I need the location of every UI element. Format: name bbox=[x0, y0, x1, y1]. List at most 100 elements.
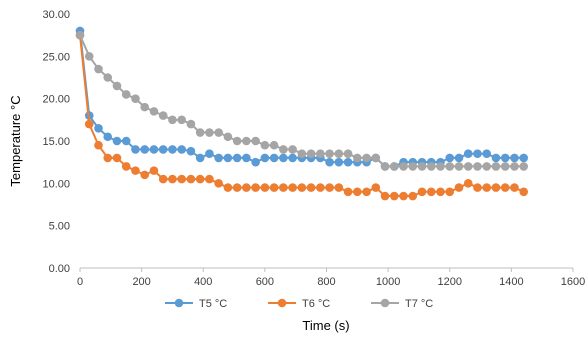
series-1-point bbox=[158, 145, 168, 154]
y-tick-label: 25.00 bbox=[42, 51, 70, 63]
series-3-point bbox=[242, 136, 251, 146]
series-3-point bbox=[482, 162, 492, 171]
series-2-point bbox=[214, 179, 223, 188]
series-1-point bbox=[491, 153, 501, 163]
legend-item: T6 °C bbox=[268, 298, 330, 310]
series-2-point bbox=[417, 187, 427, 197]
series-2-point bbox=[519, 187, 528, 197]
series-1-point bbox=[195, 153, 205, 163]
series-3-point bbox=[491, 162, 501, 171]
series-1-point bbox=[131, 145, 140, 154]
series-1-point bbox=[343, 157, 353, 167]
y-axis-title: Temperature °C bbox=[8, 95, 23, 186]
series-1-point bbox=[454, 153, 464, 163]
series-3-point bbox=[343, 149, 353, 158]
series-3-point bbox=[205, 128, 214, 137]
series-2-point bbox=[158, 174, 168, 184]
series-2-point bbox=[131, 166, 140, 175]
series-3-point bbox=[353, 153, 362, 163]
series-1-point bbox=[168, 145, 177, 154]
x-tick-label: 1000 bbox=[376, 276, 400, 288]
series-3-point bbox=[473, 162, 482, 171]
series-1-point bbox=[482, 149, 492, 158]
series-3-point bbox=[223, 132, 233, 142]
series-3-point bbox=[121, 90, 131, 99]
series-1-point bbox=[140, 145, 150, 154]
series-1-point bbox=[325, 157, 334, 167]
legend-item: T5 °C bbox=[165, 298, 227, 310]
series-2-point bbox=[436, 187, 445, 197]
series-3-point bbox=[177, 115, 186, 125]
series-1-point bbox=[242, 153, 251, 163]
series-3-point bbox=[251, 136, 260, 146]
series-3-point bbox=[463, 162, 473, 171]
series-2-point bbox=[343, 187, 353, 197]
series-3-point bbox=[214, 128, 223, 137]
series-3-point bbox=[362, 153, 371, 163]
series-2-point bbox=[454, 183, 464, 192]
series-1-point bbox=[112, 136, 122, 146]
series-3-point bbox=[269, 140, 279, 150]
series-2-point bbox=[186, 174, 196, 184]
x-tick-label: 1200 bbox=[438, 276, 462, 288]
series-3-point bbox=[408, 162, 418, 171]
legend-label: T5 °C bbox=[199, 298, 227, 310]
series-1-point bbox=[519, 153, 528, 163]
series-1-point bbox=[288, 153, 297, 163]
legend-label: T6 °C bbox=[302, 298, 330, 310]
series-3-point bbox=[334, 149, 344, 158]
series-2-point bbox=[195, 174, 205, 184]
series-3-point bbox=[84, 52, 94, 61]
series-2-point bbox=[473, 183, 482, 192]
series-3-point bbox=[399, 162, 408, 171]
series-3-point bbox=[380, 162, 390, 171]
series-2-point bbox=[279, 183, 288, 192]
series-3-point bbox=[371, 153, 381, 163]
series-2-point bbox=[177, 174, 186, 184]
y-tick-label: 0.00 bbox=[49, 263, 70, 275]
y-tick-label: 10.00 bbox=[42, 178, 70, 190]
series-2-point bbox=[306, 183, 316, 192]
series-3-point bbox=[140, 102, 150, 112]
y-tick-label: 30.00 bbox=[42, 9, 70, 21]
series-2-point bbox=[362, 187, 371, 197]
x-tick-label: 0 bbox=[77, 276, 83, 288]
series-2-point bbox=[269, 183, 279, 192]
series-2-point bbox=[371, 183, 381, 192]
series-3-point bbox=[168, 115, 177, 125]
series-1-point bbox=[214, 153, 223, 163]
series-2-point bbox=[353, 187, 362, 197]
series-3-point bbox=[149, 107, 159, 116]
series-2-point bbox=[260, 183, 270, 192]
series-2-point bbox=[380, 191, 390, 201]
legend: T5 °C T6 °C T7 °C bbox=[165, 298, 433, 310]
series-2-point bbox=[84, 119, 94, 129]
series-2-point bbox=[223, 183, 233, 192]
series-2-point bbox=[94, 140, 103, 150]
x-tick-label: 800 bbox=[317, 276, 335, 288]
series-2-point bbox=[399, 191, 408, 201]
series-2-point bbox=[140, 170, 150, 180]
series-3-point bbox=[232, 136, 242, 146]
series-3-point bbox=[103, 73, 113, 82]
series-3-point bbox=[288, 145, 297, 154]
series-3-point bbox=[316, 149, 325, 158]
series-1-point bbox=[103, 132, 113, 142]
series-2-point bbox=[463, 179, 473, 188]
series-3-point bbox=[325, 149, 334, 158]
series-2-point bbox=[251, 183, 260, 192]
series-layer bbox=[75, 26, 528, 201]
y-tick-label: 5.00 bbox=[49, 221, 70, 233]
x-axis-title: Time (s) bbox=[302, 318, 349, 333]
series-1-point bbox=[260, 153, 270, 163]
series-2-point bbox=[242, 183, 251, 192]
series-2-point bbox=[149, 166, 159, 175]
series-3-point bbox=[389, 162, 399, 171]
series-1-point bbox=[223, 153, 233, 163]
series-1-point bbox=[177, 145, 186, 154]
series-1-point bbox=[94, 124, 103, 133]
legend-swatch-marker bbox=[380, 298, 390, 308]
series-2-point bbox=[500, 183, 510, 192]
series-3-point bbox=[445, 162, 455, 171]
